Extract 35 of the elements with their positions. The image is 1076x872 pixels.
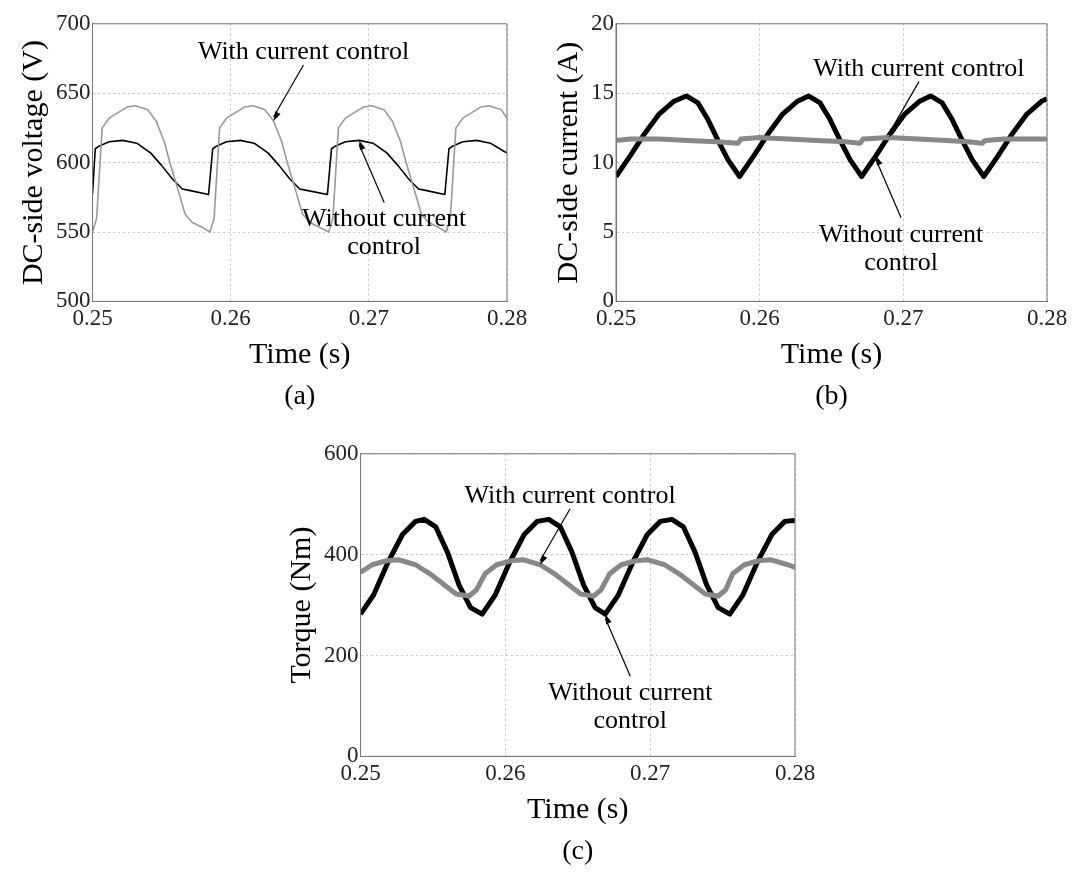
y-tick-label: 700: [56, 9, 91, 35]
x-axis-title: Time (s): [780, 335, 883, 370]
x-tick-label: 0.28: [1026, 305, 1068, 331]
annotation: With current control: [464, 479, 676, 509]
x-tick-label: 0.27: [348, 305, 389, 331]
x-axis-title: Time (s): [527, 790, 629, 825]
x-axis-title: Time (s): [249, 335, 351, 370]
y-tick-label: 20: [591, 9, 614, 35]
annotation: Without current control: [818, 218, 984, 276]
y-axis-title: Torque (Nm): [282, 526, 317, 684]
y-tick-label: 400: [324, 540, 359, 566]
text: (c): [562, 834, 594, 866]
annotation: With current control: [813, 52, 1025, 82]
annotation: Without current control: [548, 677, 714, 735]
x-tick-label: 0.27: [883, 305, 924, 331]
y-tick-label: 10: [591, 148, 614, 174]
annotation: Without current control: [302, 203, 468, 261]
y-tick-label: 600: [324, 439, 359, 465]
x-tick-label: 0.27: [630, 760, 671, 786]
y-tick-label: 550: [56, 218, 91, 244]
y-tick-label: 5: [602, 218, 614, 244]
y-axis-title: DC-side voltage (V): [14, 40, 49, 286]
x-tick-label: 0.26: [739, 305, 780, 331]
y-tick-label: 650: [56, 79, 91, 105]
x-tick-label: 0.28: [774, 760, 816, 786]
y-tick-label: 600: [56, 148, 91, 174]
x-tick-label: 0.26: [210, 305, 251, 331]
x-tick-label: 0.28: [486, 305, 528, 331]
text: (a): [284, 379, 316, 411]
y-tick-label: 15: [591, 79, 614, 105]
y-axis-title: DC-side current (A): [549, 41, 584, 284]
y-tick-label: 200: [324, 641, 359, 667]
annotation: With current control: [197, 35, 410, 65]
x-tick-label: 0.26: [485, 760, 526, 786]
text: (b): [815, 379, 848, 411]
